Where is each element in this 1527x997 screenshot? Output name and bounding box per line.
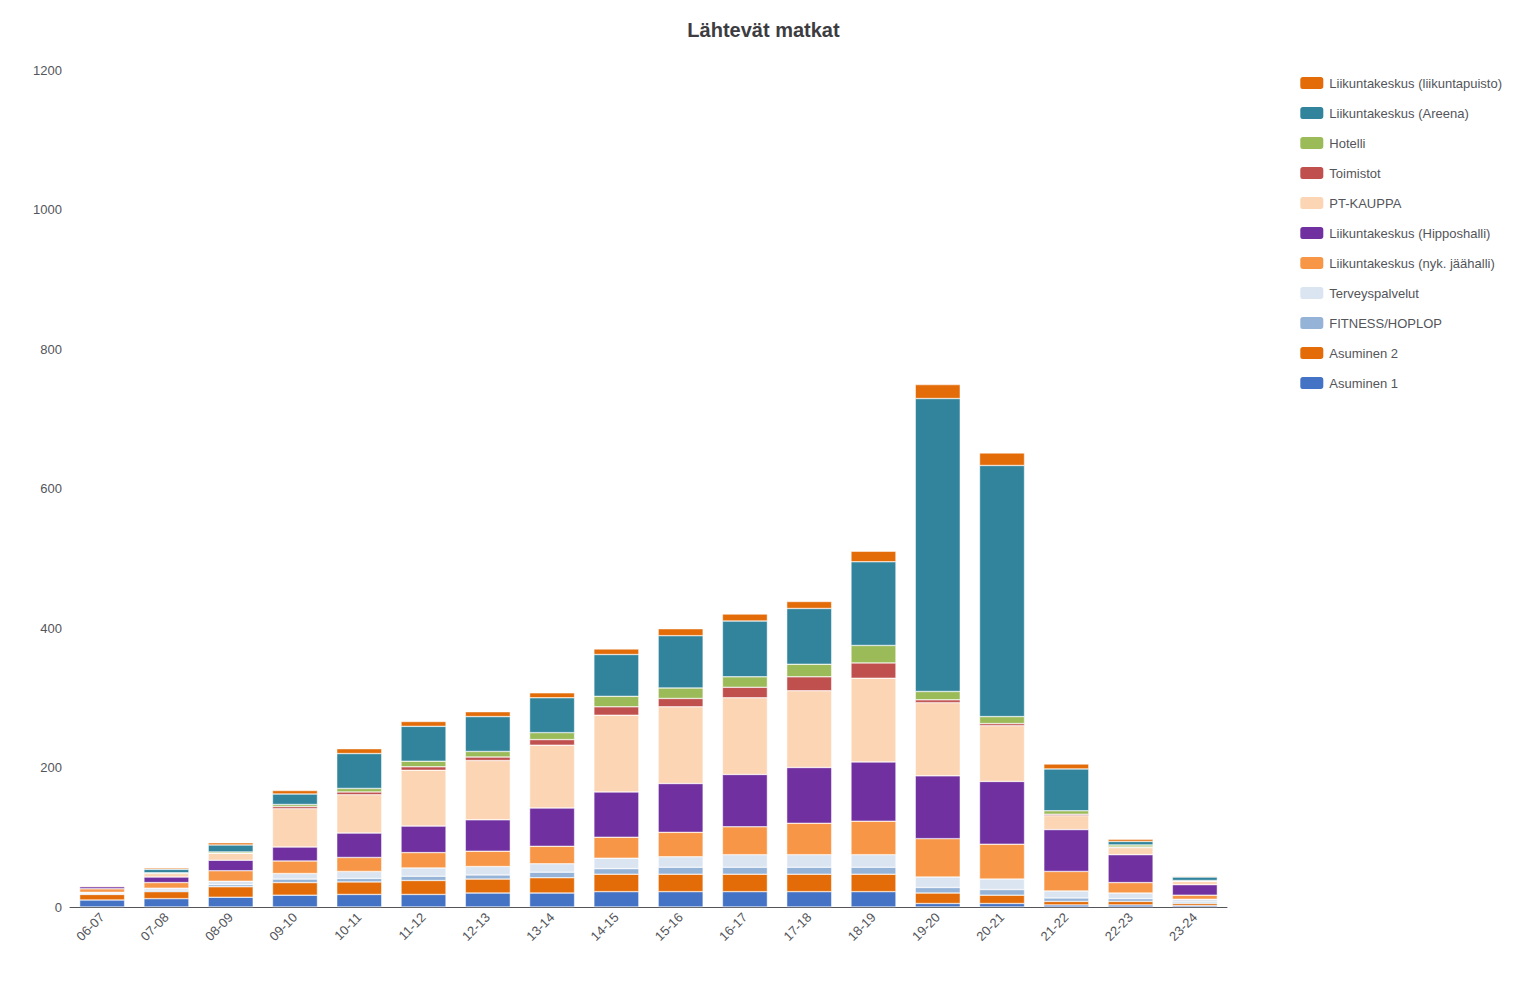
- svg-text:09-10: 09-10: [266, 910, 300, 944]
- svg-text:Liikuntakeskus (Hipposhalli): Liikuntakeskus (Hipposhalli): [1329, 226, 1490, 241]
- svg-text:Liikuntakeskus (liikuntapuisto: Liikuntakeskus (liikuntapuisto): [1329, 76, 1502, 91]
- svg-text:11-12: 11-12: [395, 910, 428, 943]
- svg-text:PT-KAUPPA: PT-KAUPPA: [1329, 196, 1401, 211]
- svg-text:0: 0: [55, 900, 62, 915]
- svg-text:21-22: 21-22: [1038, 910, 1072, 944]
- svg-text:200: 200: [40, 760, 62, 775]
- svg-text:14-15: 14-15: [588, 910, 622, 944]
- svg-text:Hotelli: Hotelli: [1329, 136, 1365, 151]
- svg-text:22-23: 22-23: [1102, 910, 1136, 944]
- svg-text:17-18: 17-18: [780, 910, 814, 944]
- svg-text:12-13: 12-13: [459, 910, 493, 944]
- svg-text:800: 800: [40, 342, 62, 357]
- svg-text:19-20: 19-20: [909, 910, 943, 944]
- svg-text:15-16: 15-16: [652, 910, 686, 944]
- svg-text:1200: 1200: [33, 63, 62, 78]
- svg-text:06-07: 06-07: [73, 910, 107, 944]
- svg-text:10-11: 10-11: [331, 910, 364, 943]
- svg-text:Liikuntakeskus (Areena): Liikuntakeskus (Areena): [1329, 106, 1468, 121]
- svg-text:20-21: 20-21: [973, 910, 1007, 944]
- svg-text:Terveyspalvelut: Terveyspalvelut: [1329, 286, 1419, 301]
- svg-text:FITNESS/HOPLOP: FITNESS/HOPLOP: [1329, 316, 1442, 331]
- svg-text:13-14: 13-14: [523, 910, 557, 944]
- svg-text:18-19: 18-19: [845, 910, 879, 944]
- svg-text:07-08: 07-08: [138, 910, 172, 944]
- svg-text:Asuminen 1: Asuminen 1: [1329, 376, 1398, 391]
- svg-text:16-17: 16-17: [716, 910, 750, 944]
- svg-text:1000: 1000: [33, 202, 62, 217]
- svg-text:08-09: 08-09: [202, 910, 236, 944]
- svg-text:Lähtevät matkat: Lähtevät matkat: [687, 19, 840, 41]
- svg-text:400: 400: [40, 621, 62, 636]
- svg-text:600: 600: [40, 481, 62, 496]
- svg-text:Liikuntakeskus (nyk. jäähalli): Liikuntakeskus (nyk. jäähalli): [1329, 256, 1494, 271]
- svg-text:Asuminen 2: Asuminen 2: [1329, 346, 1398, 361]
- svg-text:Toimistot: Toimistot: [1329, 166, 1381, 181]
- svg-text:23-24: 23-24: [1166, 910, 1200, 944]
